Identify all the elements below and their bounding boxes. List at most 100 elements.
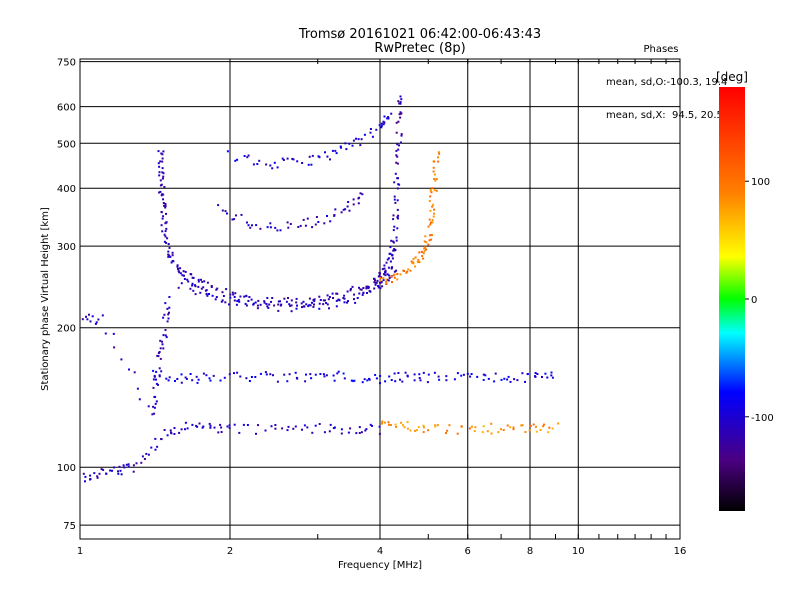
data-point [177, 286, 180, 289]
data-point [283, 373, 286, 376]
data-point [404, 371, 407, 374]
data-point [326, 215, 328, 217]
data-point [166, 434, 169, 437]
data-point [189, 273, 192, 275]
data-point [347, 431, 350, 434]
data-point [82, 472, 85, 475]
data-point [209, 426, 212, 429]
data-point [374, 279, 376, 282]
data-point [506, 424, 509, 427]
data-point [360, 138, 363, 141]
data-point [112, 332, 115, 335]
data-point [167, 317, 170, 320]
data-point [434, 179, 437, 182]
data-point [388, 375, 391, 378]
data-point [237, 298, 240, 301]
data-point [242, 423, 245, 426]
data-point [429, 209, 432, 212]
data-point [234, 159, 237, 162]
data-point [380, 280, 383, 283]
y-tick-label: 100 [57, 463, 76, 474]
data-point [369, 131, 372, 134]
data-point [167, 255, 170, 258]
data-point [395, 131, 398, 134]
data-point [431, 205, 434, 208]
data-point [211, 294, 214, 297]
data-point [402, 424, 404, 427]
data-point [414, 256, 417, 259]
data-point [476, 375, 479, 378]
data-point [244, 302, 247, 305]
data-point [390, 112, 393, 115]
data-point [363, 133, 366, 136]
data-point [152, 378, 155, 381]
data-point [158, 351, 161, 353]
data-point [259, 303, 262, 306]
data-point [333, 379, 336, 382]
data-point [417, 426, 420, 429]
data-point [164, 206, 167, 209]
data-point [180, 282, 183, 285]
data-point [184, 421, 187, 424]
data-point [366, 285, 369, 288]
data-point [379, 277, 382, 280]
data-point [539, 429, 542, 431]
data-point [178, 431, 181, 434]
data-point [406, 374, 409, 377]
data-point [391, 257, 394, 260]
data-point [172, 260, 175, 263]
data-point [528, 429, 531, 432]
data-point [311, 431, 314, 434]
data-point [85, 315, 87, 318]
data-point [433, 208, 436, 211]
data-point [551, 376, 554, 379]
data-point [557, 422, 560, 425]
data-point [201, 280, 204, 283]
data-point [412, 257, 415, 260]
data-point [396, 216, 399, 219]
data-point [290, 310, 293, 313]
data-point [161, 167, 164, 170]
data-point [407, 268, 410, 271]
data-point [157, 383, 159, 386]
data-point [358, 432, 361, 434]
data-point [389, 424, 392, 426]
colorbar-label: [deg] [716, 70, 748, 84]
data-point [335, 305, 338, 308]
data-point [307, 163, 310, 166]
data-point [269, 373, 272, 376]
data-point [521, 424, 524, 427]
data-point [431, 221, 434, 224]
data-point [288, 373, 291, 376]
data-point [219, 379, 222, 382]
data-point [345, 148, 348, 151]
data-point [222, 295, 225, 297]
data-point [352, 139, 355, 142]
data-point [399, 111, 402, 114]
data-point [336, 372, 339, 375]
data-point [375, 128, 378, 131]
data-point [387, 279, 390, 282]
data-point [81, 318, 84, 321]
data-point [104, 332, 107, 335]
data-point [333, 426, 336, 429]
data-point [383, 264, 386, 267]
data-point [166, 237, 169, 240]
data-point [234, 292, 237, 295]
data-point [160, 211, 163, 213]
data-point [138, 398, 141, 401]
data-point [299, 224, 302, 227]
data-point [252, 163, 255, 166]
data-point [551, 427, 554, 430]
data-point [308, 155, 311, 158]
data-point [158, 171, 161, 174]
data-point [265, 163, 268, 166]
data-point [232, 293, 235, 296]
data-point [84, 480, 86, 483]
data-point [192, 276, 195, 279]
data-point [397, 100, 400, 103]
data-point [437, 160, 440, 163]
data-point [282, 159, 285, 161]
data-point [423, 250, 426, 252]
data-point [433, 212, 435, 215]
